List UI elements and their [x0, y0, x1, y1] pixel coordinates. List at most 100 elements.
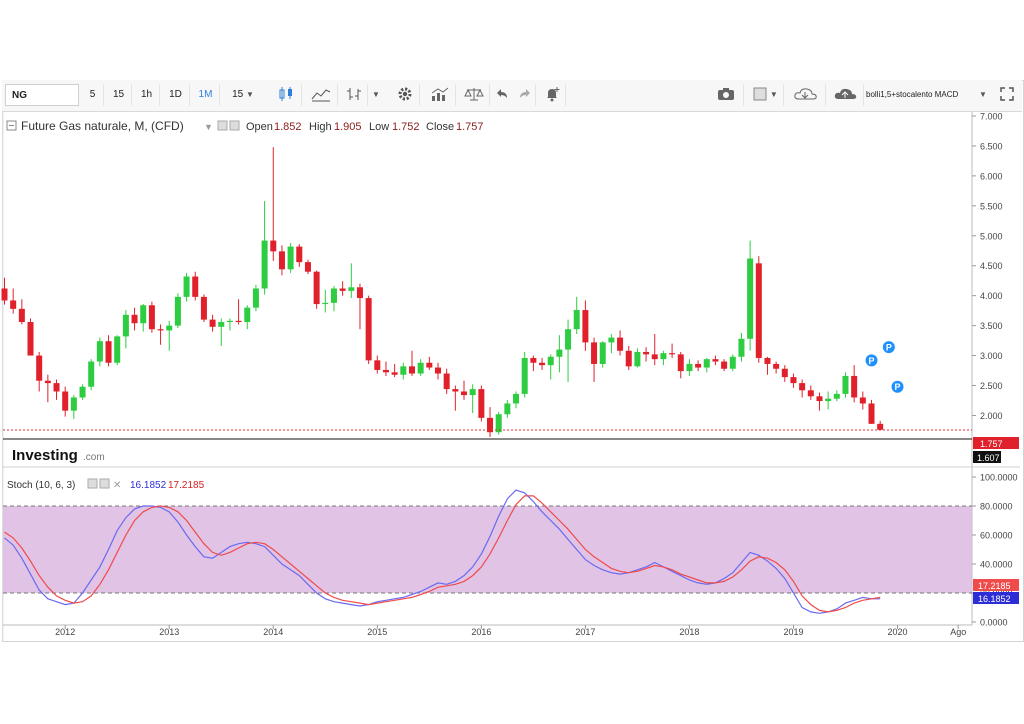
candle-body: [53, 383, 60, 392]
candle: [18, 299, 25, 325]
interval-1m-button[interactable]: 1M: [192, 84, 220, 106]
candle: [304, 259, 311, 275]
interval-dropdown[interactable]: 15 ▼: [222, 84, 264, 106]
stoch-tick-label: 80.0000: [980, 502, 1013, 512]
settings-button[interactable]: [390, 84, 420, 106]
stoch-eye-icon[interactable]: [99, 478, 110, 489]
event-markers[interactable]: P P P: [865, 341, 904, 393]
compare-button[interactable]: [458, 84, 490, 106]
candle: [669, 343, 676, 358]
candle: [313, 270, 320, 309]
close-icon[interactable]: ✕: [113, 480, 121, 491]
fullscreen-button[interactable]: [996, 84, 1018, 106]
stoch-d-label-value: 17.2185: [978, 581, 1011, 591]
candle-body: [62, 391, 69, 411]
candle: [44, 374, 51, 403]
event-marker[interactable]: P: [882, 341, 895, 354]
candle-body: [122, 314, 129, 337]
candle-body: [435, 367, 441, 374]
bars-type-button[interactable]: [340, 84, 368, 106]
redo-button[interactable]: [514, 84, 536, 106]
candle: [200, 294, 207, 323]
candle-body: [729, 356, 736, 369]
candle-body: [96, 341, 103, 362]
candle-body: [348, 287, 355, 291]
color-picker-button[interactable]: ▼: [748, 84, 784, 106]
candle-body: [478, 389, 485, 418]
event-marker[interactable]: P: [865, 354, 878, 367]
chevron-down-icon: ▼: [245, 90, 254, 99]
stoch-tick-label: 60.0000: [980, 531, 1013, 541]
stoch-k-line: [4, 489, 881, 614]
candle: [651, 333, 658, 366]
candle: [521, 351, 528, 398]
candle: [868, 399, 875, 424]
candle-body: [36, 355, 43, 381]
line-type-button[interactable]: [304, 84, 338, 106]
candle-body: [738, 338, 745, 357]
stoch-d-label: 17.2185: [973, 579, 1019, 591]
collapse-icon[interactable]: [6, 120, 17, 131]
marker-circle: [882, 341, 895, 354]
candlestick-type-button[interactable]: [270, 84, 302, 106]
screenshot-button[interactable]: [708, 84, 744, 106]
close-price-label: 1.757: [973, 437, 1019, 449]
indicators-button[interactable]: [424, 84, 456, 106]
candle-body: [686, 363, 693, 372]
candle: [573, 296, 580, 334]
stoch-d-value: 17.2185: [168, 480, 205, 491]
stoch-settings-icon[interactable]: [87, 478, 98, 489]
candle-body: [244, 307, 251, 323]
load-layout-button[interactable]: [786, 84, 826, 106]
save-layout-button[interactable]: [828, 84, 864, 106]
candle: [218, 318, 225, 346]
candle-body: [530, 357, 537, 363]
candle: [495, 411, 502, 435]
time-axis[interactable]: 2012 2013 2014 2015 2016 2017 2018 2019 2020 Ago: [55, 625, 966, 637]
candle: [166, 320, 173, 351]
candle: [721, 359, 728, 372]
candle: [539, 357, 546, 370]
candle: [790, 373, 797, 388]
symbol-input[interactable]: NG: [5, 84, 79, 106]
candle: [339, 281, 346, 296]
legend-caret-icon[interactable]: ▼: [204, 122, 213, 132]
candle: [842, 372, 849, 398]
high-label: High: [309, 121, 332, 133]
time-tick-label: 2018: [679, 627, 699, 637]
interval-5m-button[interactable]: 5: [82, 84, 104, 106]
stoch-axis[interactable]: 100.000080.000060.000040.000020.00000.00…: [972, 473, 1018, 628]
event-marker[interactable]: P: [891, 380, 904, 393]
time-tick-label: 2012: [55, 627, 75, 637]
eye-icon[interactable]: [229, 120, 240, 131]
candle-body: [790, 377, 797, 384]
candle: [287, 242, 294, 273]
candle: [851, 365, 858, 403]
candle-body: [660, 353, 667, 360]
candle: [70, 395, 77, 420]
candle: [183, 272, 190, 302]
interval-15m-button[interactable]: 15: [106, 84, 132, 106]
level-price-value: 1.607: [977, 453, 1000, 463]
interval-1h-button[interactable]: 1h: [134, 84, 160, 106]
template-select[interactable]: bolli1,5+stocalento MACD: [866, 90, 959, 99]
alert-button[interactable]: [538, 84, 566, 106]
template-dropdown[interactable]: ▼: [976, 84, 990, 106]
candle-body: [573, 310, 580, 330]
candle-body: [816, 396, 823, 402]
interval-1d-button[interactable]: 1D: [162, 84, 190, 106]
candle: [530, 355, 537, 372]
candle-body: [582, 310, 589, 343]
candle: [174, 293, 181, 329]
candle: [261, 201, 268, 295]
price-axis[interactable]: 7.000 6.500 6.000 5.500 5.000 4.500 4.000 3.500…: [972, 112, 1003, 421]
candle: [634, 348, 641, 368]
candle-body: [374, 360, 381, 370]
candle: [1, 277, 8, 305]
undo-button[interactable]: [492, 84, 512, 106]
candle-body: [356, 287, 363, 299]
settings-icon[interactable]: [217, 120, 228, 131]
candle-body: [617, 337, 624, 351]
chart-type-dropdown[interactable]: ▼: [368, 84, 384, 106]
candle-body: [695, 363, 702, 368]
